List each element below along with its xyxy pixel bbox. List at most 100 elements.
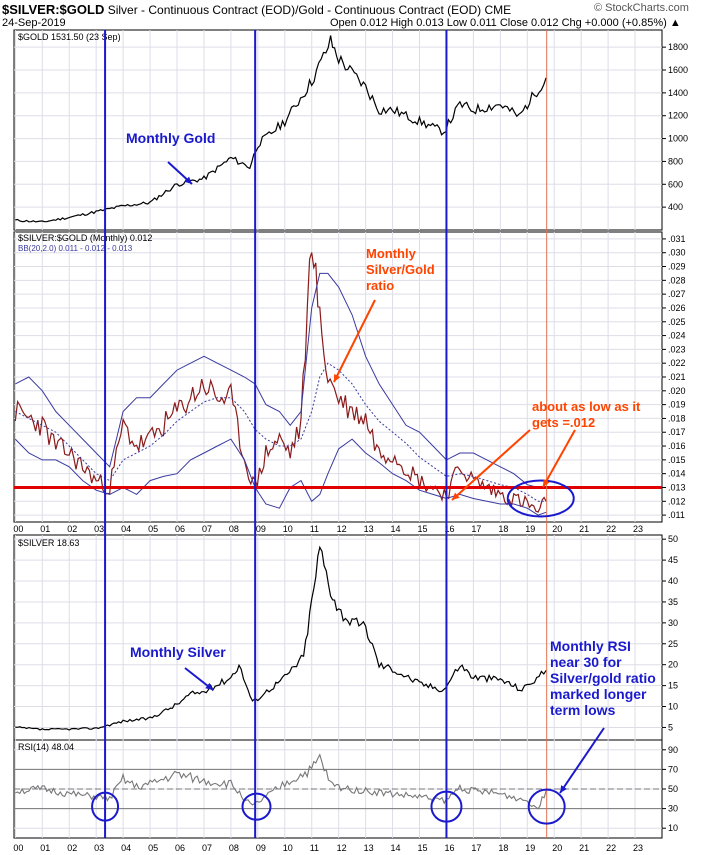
x-tick-label-ratio: 02 xyxy=(67,524,77,534)
y-tick-label-ratio: .028 xyxy=(668,275,686,285)
x-tick-label-bottom: 18 xyxy=(498,843,508,853)
x-tick-label-ratio: 16 xyxy=(444,524,454,534)
x-tick-label-ratio: 21 xyxy=(579,524,589,534)
y-tick-label-rsi: 10 xyxy=(668,823,678,833)
gold-legend: $GOLD 1531.50 (23 Sep) xyxy=(18,32,121,42)
annotation-ratio-2: Silver/Gold xyxy=(366,262,435,277)
annotation-rsi-1: Monthly RSI xyxy=(550,638,631,654)
ratio-legend: $SILVER:$GOLD (Monthly) 0.012 xyxy=(18,233,152,243)
x-tick-label-bottom: 15 xyxy=(418,843,428,853)
bb-middle-line xyxy=(15,362,547,502)
y-tick-label-ratio: .017 xyxy=(668,427,686,437)
annotation-rsi-4: marked longer xyxy=(550,686,647,702)
x-tick-label-ratio: 19 xyxy=(525,524,535,534)
y-tick-label-rsi: 50 xyxy=(668,784,678,794)
low-arrow-right xyxy=(542,429,576,488)
annotation-monthly-gold: Monthly Gold xyxy=(126,130,215,146)
x-tick-label-ratio: 00 xyxy=(13,524,23,534)
x-tick-label-bottom: 09 xyxy=(256,843,266,853)
x-tick-label-bottom: 23 xyxy=(633,843,643,853)
y-tick-label-ratio: .027 xyxy=(668,289,686,299)
rsi-low-circle xyxy=(527,788,566,825)
y-tick-label-gold: 1400 xyxy=(668,88,688,98)
y-tick-label-ratio: .014 xyxy=(668,469,686,479)
brand-logo: © StockCharts.com xyxy=(594,2,689,14)
y-tick-label-ratio: .020 xyxy=(668,386,686,396)
y-tick-label-silver: 40 xyxy=(668,576,678,586)
x-tick-label-bottom: 02 xyxy=(67,843,77,853)
y-tick-label-rsi: 30 xyxy=(668,804,678,814)
silver-legend: $SILVER 18.63 xyxy=(18,538,79,548)
rsi-arrow xyxy=(559,727,605,794)
y-tick-label-gold: 400 xyxy=(668,202,683,212)
y-tick-label-gold: 1600 xyxy=(668,65,688,75)
low-arrow-right-head xyxy=(543,479,550,487)
rsi-arrow-head xyxy=(560,785,567,793)
y-tick-label-silver: 5 xyxy=(668,722,673,732)
chart-symbol: $SILVER:$GOLD xyxy=(2,2,105,17)
x-tick-label-ratio: 09 xyxy=(256,524,266,534)
x-tick-label-bottom: 21 xyxy=(579,843,589,853)
y-tick-label-rsi: 70 xyxy=(668,764,678,774)
y-tick-label-ratio: .018 xyxy=(668,413,686,423)
rsi-low-circle xyxy=(241,792,272,821)
y-tick-label-silver: 15 xyxy=(668,681,678,691)
y-tick-label-silver: 30 xyxy=(668,618,678,628)
annotation-rsi-3: Silver/gold ratio xyxy=(550,670,656,686)
x-tick-label-bottom: 17 xyxy=(471,843,481,853)
x-tick-label-ratio: 03 xyxy=(94,524,104,534)
y-tick-label-silver: 10 xyxy=(668,702,678,712)
y-tick-label-gold: 800 xyxy=(668,156,683,166)
y-tick-label-silver: 50 xyxy=(668,534,678,544)
x-tick-label-bottom: 06 xyxy=(175,843,185,853)
rsi-low-circle xyxy=(430,790,463,823)
chart-date: 24-Sep-2019 xyxy=(2,17,66,29)
y-tick-label-silver: 25 xyxy=(668,639,678,649)
quote-line: Open 0.012 High 0.013 Low 0.011 Close 0.… xyxy=(330,17,681,29)
x-tick-label-ratio: 10 xyxy=(283,524,293,534)
x-tick-label-ratio: 15 xyxy=(418,524,428,534)
x-tick-label-ratio: 22 xyxy=(606,524,616,534)
x-tick-label-bottom: 22 xyxy=(606,843,616,853)
y-tick-label-ratio: .026 xyxy=(668,303,686,313)
y-tick-label-ratio: .023 xyxy=(668,344,686,354)
x-tick-label-bottom: 20 xyxy=(552,843,562,853)
y-tick-label-rsi: 90 xyxy=(668,745,678,755)
x-tick-label-bottom: 13 xyxy=(364,843,374,853)
annotation-rsi-5: term lows xyxy=(550,702,616,718)
x-tick-label-ratio: 17 xyxy=(471,524,481,534)
x-tick-label-ratio: 06 xyxy=(175,524,185,534)
x-tick-label-ratio: 04 xyxy=(121,524,131,534)
annotation-rsi-2: near 30 for xyxy=(550,654,622,670)
y-tick-label-ratio: .031 xyxy=(668,234,686,244)
x-tick-label-bottom: 05 xyxy=(148,843,158,853)
x-tick-label-ratio: 13 xyxy=(364,524,374,534)
y-tick-label-ratio: .016 xyxy=(668,441,686,451)
x-tick-label-bottom: 04 xyxy=(121,843,131,853)
low-arrow-left-head xyxy=(452,492,460,500)
x-tick-label-ratio: 12 xyxy=(337,524,347,534)
chart-description: Silver - Continuous Contract (EOD)/Gold … xyxy=(107,3,512,17)
y-tick-label-gold: 1000 xyxy=(668,134,688,144)
y-tick-label-ratio: .013 xyxy=(668,482,686,492)
y-tick-label-ratio: .025 xyxy=(668,317,686,327)
x-tick-label-bottom: 01 xyxy=(40,843,50,853)
annotation-low-2: gets =.012 xyxy=(532,415,595,430)
x-tick-label-bottom: 00 xyxy=(13,843,23,853)
x-tick-label-ratio: 20 xyxy=(552,524,562,534)
x-tick-label-ratio: 18 xyxy=(498,524,508,534)
low-arrow-left xyxy=(451,429,531,501)
gold-arrow-head xyxy=(184,176,192,184)
x-tick-label-bottom: 14 xyxy=(391,843,401,853)
y-tick-label-gold: 1200 xyxy=(668,111,688,121)
ratio-arrow xyxy=(333,299,376,383)
x-tick-label-bottom: 19 xyxy=(525,843,535,853)
x-tick-label-bottom: 16 xyxy=(444,843,454,853)
annotation-monthly-silver: Monthly Silver xyxy=(130,644,226,660)
bb-legend: BB(20,2.0) 0.011 - 0.012 - 0.013 xyxy=(18,244,133,253)
annotation-low-1: about as low as it xyxy=(532,399,641,414)
annotation-ratio-3: ratio xyxy=(366,278,394,293)
x-tick-label-ratio: 07 xyxy=(202,524,212,534)
x-tick-label-ratio: 05 xyxy=(148,524,158,534)
x-tick-label-bottom: 03 xyxy=(94,843,104,853)
